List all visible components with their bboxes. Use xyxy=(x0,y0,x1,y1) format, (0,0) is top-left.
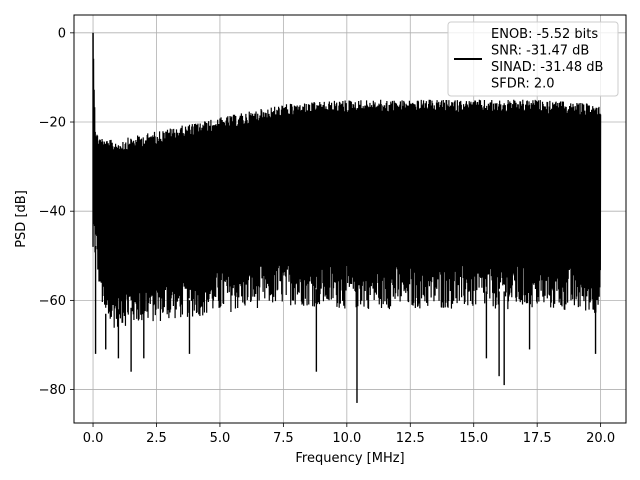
y-tick-label: −80 xyxy=(39,383,66,398)
x-tick-label: 12.5 xyxy=(396,431,425,446)
legend-box xyxy=(447,21,619,97)
psd-trace xyxy=(92,32,602,328)
legend-enob-text: ENOB: -5.52 bits xyxy=(491,27,598,42)
y-tick-label: −60 xyxy=(39,294,66,309)
x-tick-label: 0.0 xyxy=(83,431,104,446)
x-tick-label: 2.5 xyxy=(146,431,167,446)
x-tick-label: 5.0 xyxy=(210,431,231,446)
legend-snr-text: SNR: -31.47 dB xyxy=(491,44,589,59)
x-tick-label: 15.0 xyxy=(459,431,488,446)
y-tick-label: −40 xyxy=(39,205,66,220)
x-tick-label: 20.0 xyxy=(586,431,615,446)
x-axis-title: Frequency [MHz] xyxy=(295,451,404,466)
y-tick-label: 0 xyxy=(58,26,66,41)
x-axis: 0.0 2.5 5.0 7.5 10.0 12.5 15.0 17.5 20.0 xyxy=(83,423,615,446)
legend-sinad-text: SINAD: -31.48 dB xyxy=(491,60,603,75)
y-axis: 0 −20 −40 −60 −80 xyxy=(39,26,74,398)
y-axis-title: PSD [dB] xyxy=(14,190,29,248)
x-tick-label: 7.5 xyxy=(273,431,294,446)
psd-series-line xyxy=(92,32,602,403)
legend: ENOB: -5.52 bits SNR: -31.47 dB SINAD: -… xyxy=(447,21,619,97)
plot-frame xyxy=(73,14,627,424)
y-tick-label: −20 xyxy=(39,116,66,131)
legend-sfdr-text: SFDR: 2.0 xyxy=(491,77,555,92)
x-tick-label: 10.0 xyxy=(332,431,361,446)
x-tick-label: 17.5 xyxy=(523,431,552,446)
